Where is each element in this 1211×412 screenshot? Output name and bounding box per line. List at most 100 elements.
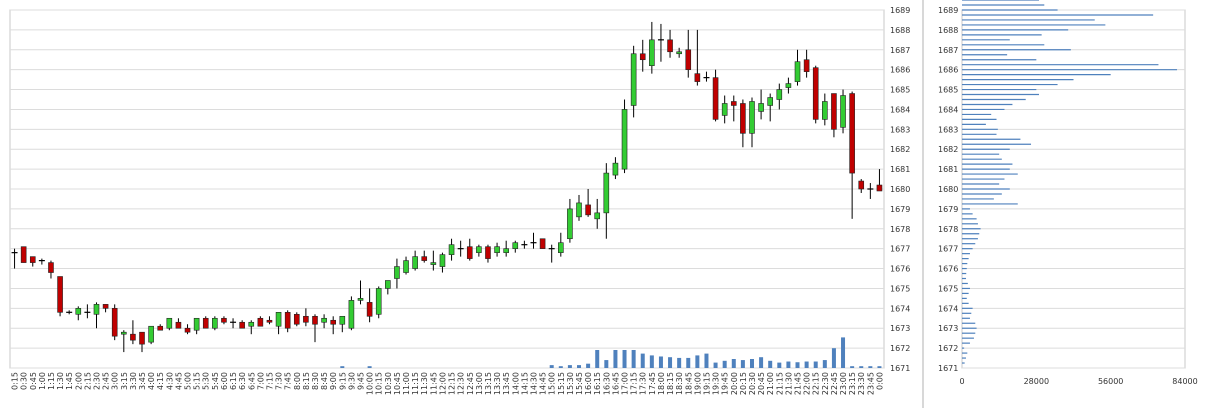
main-x-tick-label: 17:30: [639, 372, 648, 395]
candle-body-up: [776, 89, 783, 100]
volume-bar: [668, 357, 673, 368]
main-y-tick-label: 1672: [890, 344, 910, 353]
main-x-tick-label: 3:45: [138, 372, 147, 390]
profile-y-tick-label: 1680: [938, 185, 958, 194]
main-x-tick-label: 12:00: [438, 372, 447, 395]
candle-body-down: [312, 315, 318, 325]
candle-body-up: [93, 304, 100, 315]
main-y-tick-label: 1683: [890, 125, 910, 134]
main-y-tick-label: 1682: [890, 145, 910, 154]
candle-body-down: [257, 317, 264, 327]
profile-x-tick-label: 0: [959, 377, 964, 386]
candle-body-up: [749, 101, 755, 134]
main-x-tick-label: 2:00: [74, 372, 83, 390]
candle-body-up: [576, 202, 582, 218]
candle-body-up: [621, 109, 628, 170]
candle-body-up: [166, 317, 173, 329]
volume-bar: [567, 365, 572, 368]
main-y-tick-label: 1689: [890, 6, 910, 15]
volume-bar: [722, 360, 727, 368]
main-x-tick-label: 5:00: [184, 372, 193, 390]
volume-bar: [649, 355, 654, 368]
main-y-tick-label: 1674: [890, 304, 910, 313]
main-x-tick-label: 16:30: [602, 372, 611, 395]
main-x-tick-label: 5:45: [211, 372, 220, 390]
candle-body-up: [385, 280, 391, 289]
candle-body-up: [612, 162, 619, 176]
main-x-tick-label: 16:00: [584, 372, 593, 395]
main-x-tick-label: 7:00: [256, 372, 265, 390]
candle-body-down: [812, 67, 819, 120]
candle-body-up: [558, 242, 564, 253]
candle-body-down: [485, 246, 491, 259]
candle-body-up: [840, 95, 846, 128]
main-x-axis: 0:15 0:30 0:45 1:00 1:15 1:30 1:45 2:00 2:15 2:30…: [11, 372, 885, 395]
profile-y-tick-label: 1676: [938, 265, 958, 274]
main-x-tick-label: 13:45: [502, 372, 511, 395]
main-x-tick-label: 23:15: [848, 372, 857, 395]
main-y-tick-label: 1673: [890, 324, 910, 333]
candle-body-down: [202, 317, 209, 329]
candle-body-down: [139, 331, 145, 345]
volume-bar: [822, 360, 827, 368]
main-y-tick-label: 1675: [890, 284, 910, 293]
candle-body-up: [503, 248, 509, 253]
candle-body-up: [339, 315, 346, 325]
candle-body-up: [822, 101, 828, 120]
candle-body-up: [567, 208, 573, 240]
main-x-tick-label: 20:30: [748, 372, 757, 395]
candle-body-up: [476, 246, 482, 253]
candle-body-up: [412, 256, 418, 269]
volume-bar: [868, 366, 873, 368]
main-x-tick-label: 19:15: [702, 372, 711, 395]
profile-bars: [962, 0, 1178, 364]
candle-body-down: [184, 327, 191, 333]
main-x-tick-label: 8:30: [311, 372, 320, 390]
main-x-tick-label: 10:45: [393, 372, 402, 395]
candle-body-down: [111, 308, 118, 337]
main-x-tick-label: 23:45: [866, 372, 875, 395]
candle-body-up: [758, 103, 764, 112]
candle-body-down: [667, 39, 673, 53]
main-x-tick-label: 0:45: [29, 372, 38, 390]
profile-y-tick-label: 1685: [938, 86, 958, 95]
main-grid: [9, 9, 885, 369]
volume-bar: [622, 350, 627, 368]
main-x-tick-label: 23:00: [839, 372, 848, 395]
main-x-tick-label: 17:15: [630, 372, 639, 395]
profile-y-tick-label: 1686: [938, 66, 958, 75]
main-x-tick-label: 14:30: [529, 372, 538, 395]
candle-body-down: [29, 256, 36, 263]
main-x-tick-label: 1:15: [47, 372, 56, 390]
main-x-tick-label: 13:15: [484, 372, 493, 395]
main-y-tick-label: 1671: [890, 364, 910, 373]
candle-body-up: [439, 254, 446, 267]
candle-body-down: [803, 59, 810, 72]
candle-body-down: [157, 325, 164, 331]
main-x-tick-label: 13:00: [475, 372, 484, 395]
main-x-tick-label: 2:30: [92, 372, 101, 390]
main-x-tick-label: 22:45: [830, 372, 839, 395]
candle-body-down: [303, 315, 309, 323]
candle-body-down: [466, 246, 473, 259]
main-x-tick-label: 10:15: [375, 372, 384, 395]
candle-body-up: [348, 300, 355, 329]
main-x-tick-label: 16:45: [611, 372, 620, 395]
volume-bar: [658, 356, 663, 368]
main-x-tick-label: 5:15: [193, 372, 202, 390]
candle-body-down: [366, 302, 373, 317]
profile-y-tick-label: 1671: [938, 364, 958, 373]
volume-bar: [631, 350, 636, 368]
main-x-tick-label: 14:45: [539, 372, 548, 395]
main-x-tick-label: 6:45: [247, 372, 256, 390]
main-x-tick-label: 15:00: [548, 372, 557, 395]
main-candles: [11, 21, 883, 353]
profile-y-tick-label: 1678: [938, 225, 958, 234]
main-y-axis: 1671 1672 1673 1674 1675 1676 1677 1678 1679 1680…: [890, 6, 910, 373]
candle-body-down: [685, 49, 692, 70]
candle-body-down: [239, 321, 245, 329]
candle-body-down: [639, 53, 646, 61]
volume-bar: [740, 360, 745, 368]
main-x-tick-label: 1:30: [56, 372, 65, 390]
main-x-tick-label: 9:45: [357, 372, 366, 390]
